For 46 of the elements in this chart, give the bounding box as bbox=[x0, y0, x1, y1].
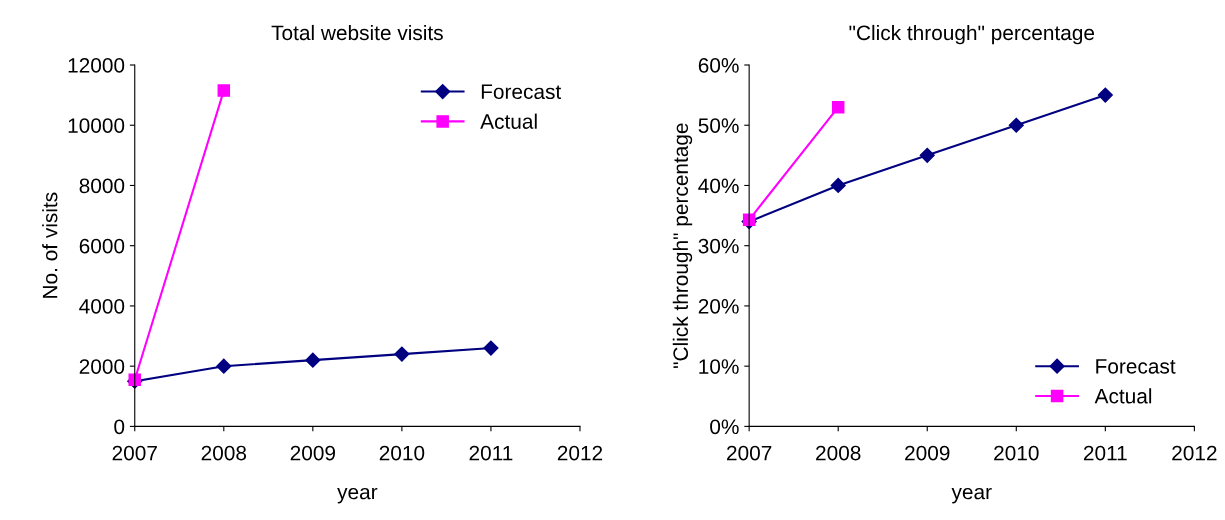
y-tick-label: 10000 bbox=[68, 118, 125, 133]
y-tick-label: 6000 bbox=[79, 238, 125, 254]
point bbox=[919, 147, 935, 163]
point bbox=[305, 352, 321, 368]
chart-title: Total website visits bbox=[271, 24, 443, 41]
legend-label: Actual bbox=[1094, 388, 1152, 404]
y-tick-label: 40% bbox=[698, 178, 739, 194]
x-tick-label: 2012 bbox=[1172, 445, 1217, 461]
x-tick-label: 2008 bbox=[201, 445, 247, 461]
legend-label: Forecast bbox=[481, 84, 562, 100]
point bbox=[216, 358, 232, 374]
y-tick-label: 50% bbox=[698, 118, 739, 133]
y-tick-label: 0% bbox=[710, 419, 739, 435]
y-tick-label: 8000 bbox=[79, 178, 125, 194]
chart-title: "Click through" percentage bbox=[849, 24, 1095, 45]
x-tick-label: 2011 bbox=[1083, 445, 1127, 461]
y-tick-label: 4000 bbox=[79, 298, 125, 314]
x-axis-title: year bbox=[951, 487, 992, 504]
x-tick-label: 2008 bbox=[816, 445, 861, 461]
point bbox=[394, 346, 410, 362]
y-tick-label: 2000 bbox=[79, 359, 125, 374]
y-tick-label: 12000 bbox=[68, 58, 125, 73]
x-tick-label: 2009 bbox=[905, 445, 950, 461]
legend-label: Actual bbox=[480, 113, 537, 129]
point bbox=[831, 100, 845, 114]
legend-label: Forecast bbox=[1096, 359, 1176, 374]
point bbox=[830, 177, 846, 194]
point bbox=[1008, 117, 1024, 133]
x-tick-label: 2007 bbox=[112, 445, 157, 461]
x-tick-label: 2010 bbox=[994, 445, 1039, 461]
x-tick-label: 2007 bbox=[727, 445, 772, 461]
y-tick-label: 20% bbox=[698, 298, 739, 314]
y-tick-label: 0 bbox=[114, 419, 125, 435]
point bbox=[483, 340, 499, 356]
x-tick-label: 2010 bbox=[379, 445, 425, 461]
y-tick-label: 60% bbox=[698, 58, 739, 73]
x-tick-label: 2011 bbox=[469, 445, 513, 461]
y-axis-title: "Click through" percentage bbox=[672, 123, 693, 369]
x-axis-title: year bbox=[337, 487, 378, 504]
x-tick-label: 2012 bbox=[557, 445, 603, 461]
x-tick-label: 2009 bbox=[290, 445, 336, 461]
y-tick-label: 30% bbox=[698, 238, 739, 254]
point bbox=[217, 84, 231, 97]
point bbox=[1097, 87, 1113, 103]
y-axis-title: No. of visits bbox=[42, 192, 58, 298]
y-tick-label: 10% bbox=[699, 359, 739, 374]
